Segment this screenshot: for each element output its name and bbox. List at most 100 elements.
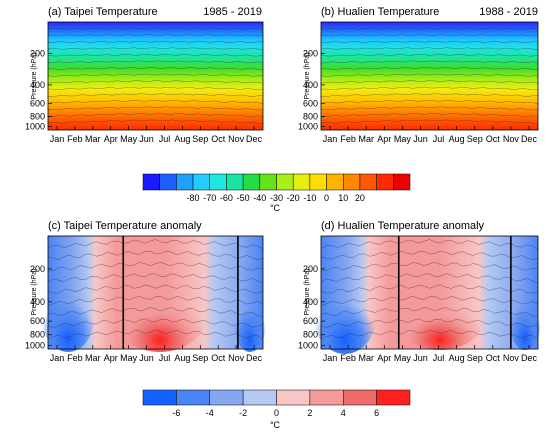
- y-axis-label: Pressure (hPa): [304, 52, 311, 99]
- warm-anomaly-core: [394, 282, 486, 350]
- y-tick-label: 200: [303, 264, 318, 274]
- x-tick-label: Jun: [413, 134, 428, 144]
- colorbar-cell: [159, 173, 177, 191]
- contour-line: [320, 86, 539, 91]
- anomaly-colorbar: -6 -4 -2 0 2 4 6 °C: [142, 389, 411, 430]
- x-tick-label: Dec: [246, 353, 263, 363]
- plot-frame: [320, 21, 539, 131]
- colorbar-label: -10: [303, 193, 316, 203]
- colorbar-label: -70: [203, 193, 216, 203]
- colorbar-label: 2: [307, 408, 312, 418]
- x-tick-label: Aug: [449, 353, 465, 363]
- x-tick-label: Sep: [467, 353, 483, 363]
- x-tick-label: Sep: [192, 134, 208, 144]
- colorbar-cell: [142, 389, 177, 406]
- colorbar-cell: [292, 173, 311, 191]
- colorbar-label: -40: [253, 193, 266, 203]
- x-tick-label: Jun: [413, 353, 428, 363]
- y-tick-label: 400: [30, 297, 45, 307]
- contour-line: [47, 106, 264, 111]
- x-ticks: Jan Feb Mar Apr May Jun Jul Aug Sep Oct Nov Dec: [50, 126, 263, 144]
- y-tick-label: 800: [30, 111, 45, 121]
- x-tick-label: Jan: [323, 353, 338, 363]
- contour-line: [320, 67, 539, 70]
- colorbar-cell: [393, 173, 411, 191]
- colorbar-cell: [376, 173, 394, 191]
- colorbar-label: -4: [206, 408, 214, 418]
- x-tick-label: Dec: [521, 134, 538, 144]
- colorbar-cell: [343, 173, 361, 191]
- plot-frame: [320, 235, 539, 350]
- x-tick-label: Apr: [377, 134, 391, 144]
- colorbar-cell: [176, 173, 194, 191]
- y-tick-label: 600: [30, 316, 45, 326]
- y-tick-label: 600: [30, 98, 45, 108]
- x-tick-label: Feb: [340, 353, 356, 363]
- contour-line: [320, 119, 539, 125]
- panel-hualien-anomaly: (d) Hualien Temperature anomaly Pressure…: [298, 220, 541, 363]
- contour-line: [320, 53, 539, 57]
- y-tick-label: 200: [30, 264, 45, 274]
- x-ticks: Jan Feb Mar Apr May Jun Jul Aug Sep Oct Nov Dec: [323, 345, 538, 363]
- colorbar-cell: [276, 389, 311, 406]
- colorbar-cell: [326, 173, 344, 191]
- contour-line: [320, 239, 539, 250]
- season-dividers: [397, 236, 512, 349]
- colorbar-label: -20: [287, 193, 300, 203]
- x-tick-label: Apr: [104, 134, 118, 144]
- contour-line: [320, 27, 539, 30]
- x-tick-label: Mar: [85, 353, 101, 363]
- x-tick-label: Aug: [449, 134, 465, 144]
- x-tick-label: Dec: [521, 353, 538, 363]
- x-tick-label: Mar: [358, 134, 374, 144]
- contour-line: [47, 99, 264, 104]
- colorbar-unit: °C: [270, 420, 281, 430]
- contour-line: [320, 273, 539, 284]
- x-tick-label: Jan: [50, 134, 65, 144]
- temperature-field: [321, 22, 538, 130]
- x-tick-label: Feb: [67, 134, 83, 144]
- y-tick-label: 600: [303, 98, 318, 108]
- y-tick-label: 800: [30, 330, 45, 340]
- y-tick-label: 800: [303, 111, 318, 121]
- contour-line: [47, 261, 264, 272]
- x-tick-label: Jul: [159, 134, 171, 144]
- contour-line: [47, 273, 264, 284]
- contour-line: [320, 47, 539, 50]
- colorbar-cell: [309, 173, 327, 191]
- colorbar-cell: [276, 173, 294, 191]
- contour-line: [321, 40, 539, 43]
- contour-line: [47, 329, 264, 340]
- colorbar-cell: [376, 389, 411, 406]
- season-dividers: [122, 236, 239, 349]
- contour-line: [320, 93, 538, 97]
- x-tick-label: Nov: [228, 353, 245, 363]
- contour-line: [320, 73, 539, 77]
- contour-line: [47, 60, 264, 64]
- x-tick-label: Dec: [246, 134, 263, 144]
- panel-title: (c) Taipei Temperature anomaly: [48, 220, 202, 232]
- x-ticks: Jan Feb Mar Apr May Jun Jul Aug Sep Oct Nov Dec: [323, 126, 538, 144]
- colorbar-cell: [226, 173, 244, 191]
- colorbar-cell: [192, 173, 210, 191]
- y-tick-label: 1000: [298, 340, 318, 350]
- x-tick-label: Oct: [486, 134, 501, 144]
- contour-line: [47, 250, 264, 261]
- colorbar-label: 6: [374, 408, 379, 418]
- x-tick-label: Jan: [50, 353, 65, 363]
- contour-line: [47, 34, 264, 37]
- x-tick-label: Jul: [433, 134, 445, 144]
- contour-line: [47, 113, 264, 118]
- contour-lines: [47, 27, 264, 125]
- y-tick-label: 600: [303, 316, 318, 326]
- cold-anomaly-core: [234, 292, 266, 352]
- x-tick-label: Sep: [192, 353, 208, 363]
- x-tick-label: May: [394, 134, 412, 144]
- y-tick-label: 800: [303, 330, 318, 340]
- y-axis-label: Pressure (hPa): [31, 268, 38, 315]
- contour-line: [47, 284, 264, 294]
- panel-title: (a) Taipei Temperature: [48, 6, 158, 18]
